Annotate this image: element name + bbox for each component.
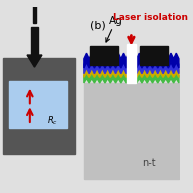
Bar bbox=[31, 27, 38, 55]
Polygon shape bbox=[27, 55, 42, 67]
Bar bbox=[84, 83, 179, 179]
Bar bbox=[127, 44, 136, 83]
Text: $R_c$: $R_c$ bbox=[47, 114, 58, 127]
Text: Ag: Ag bbox=[109, 16, 122, 26]
Bar bbox=[3, 58, 74, 154]
Polygon shape bbox=[84, 59, 179, 74]
Text: (b): (b) bbox=[90, 20, 106, 30]
Bar bbox=[90, 46, 118, 65]
Bar bbox=[9, 81, 67, 128]
Text: Laser isolation: Laser isolation bbox=[113, 13, 188, 22]
Polygon shape bbox=[84, 71, 179, 83]
Polygon shape bbox=[84, 53, 179, 68]
Bar bbox=[33, 0, 36, 23]
Polygon shape bbox=[84, 65, 179, 77]
Text: n-t: n-t bbox=[142, 158, 156, 168]
Bar bbox=[140, 46, 168, 65]
